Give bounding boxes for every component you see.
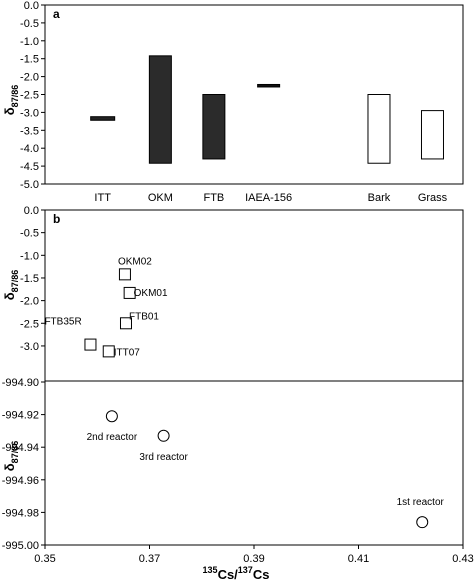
panel-a-category-label: Grass <box>418 192 448 204</box>
panel-b-upper-y-tick-label: -2.0 <box>20 296 39 308</box>
panel-b-point-label: FTB01 <box>129 311 159 322</box>
panel-a-range-bar <box>148 55 172 164</box>
panel-a-y-tick-label: -1.5 <box>20 54 39 66</box>
panel-b-square-marker <box>102 345 115 358</box>
panel-a-y-tick-label: -5.0 <box>20 179 39 191</box>
panel-a-range-bar <box>90 116 116 121</box>
panel-b-lower-y-tick-label: -995.00 <box>2 540 39 552</box>
panel-b-upper-y-axis-label: δ87/86 <box>2 270 20 300</box>
panel-b-upper-y-tick-label: -1.0 <box>20 250 39 262</box>
panel-b-square-marker <box>118 268 131 281</box>
panel-b-point-label: ITT07 <box>114 347 141 358</box>
panel-b-upper-points: OKM02 OKM01 FTB01 FTB35R ITT07 <box>44 256 168 358</box>
panel-b-lower-y-tick-label: -994.90 <box>2 377 39 389</box>
panel-b-lower-y-tick-label: -994.94 <box>2 442 39 454</box>
panel-a-category-label: Bark <box>368 192 391 204</box>
panel-a-category-label: ITT <box>94 192 111 204</box>
panel-a-letter: a <box>53 7 60 21</box>
panel-a-y-ticks: 0.0 -0.5 -1.0 -1.5 -2.0 -2.5 -3.0 -3.5 -4.0 -4.5 -… <box>20 0 45 191</box>
panel-a-y-axis-label: δ87/86 <box>2 85 20 115</box>
panel-b-x-tick-label: 0.43 <box>452 553 473 565</box>
panel-a-y-tick-label: -3.0 <box>20 107 39 119</box>
panel-b-lower-y-ticks: -994.90 -994.92 -994.94 -994.96 -994.98 -995.… <box>2 377 45 552</box>
panel-b-square-marker <box>84 338 97 351</box>
panel-a: a δ87/86 0.0 -0.5 -1.0 -1.5 -2.0 -2.5 -3.0 -3.5… <box>2 0 464 204</box>
panel-b-point-label: 3rd reactor <box>139 452 188 463</box>
panel-b-x-tick-label: 0.41 <box>348 553 369 565</box>
panel-b-letter: b <box>53 212 60 226</box>
panel-b-upper-y-tick-label: 0.0 <box>24 205 39 217</box>
panel-b-upper-y-tick-label: -3.0 <box>20 341 39 353</box>
panel-a-range-bar <box>420 110 444 160</box>
panel-a-range-bar <box>257 83 281 88</box>
panel-a-x-tick-labels: ITT OKM FTB IAEA-156 Bark Grass <box>94 192 447 204</box>
panel-b-x-axis-label: 135Cs/137Cs <box>203 565 270 582</box>
panel-b-x-ticks: 0.35 0.37 0.39 0.41 0.43 <box>34 545 474 565</box>
panel-b-point-label: FTB35R <box>44 317 81 328</box>
panel-a-y-tick-label: -2.5 <box>20 90 39 102</box>
panel-a-y-tick-label: -0.5 <box>20 18 39 30</box>
panel-b-square-marker <box>123 286 136 299</box>
panel-b-lower-y-axis-label: δ87/86 <box>2 441 20 471</box>
panel-a-category-label: OKM <box>148 192 173 204</box>
panel-b-x-tick-label: 0.37 <box>139 553 160 565</box>
panel-a-y-tick-label: -2.0 <box>20 72 39 84</box>
panel-b-point-label: 2nd reactor <box>87 432 138 443</box>
panel-b-lower-y-tick-label: -994.96 <box>2 475 39 487</box>
panel-a-range-bar <box>202 94 226 160</box>
panel-b-upper-y-ticks: 0.0 -0.5 -1.0 -1.5 -2.0 -2.5 -3.0 <box>20 205 45 353</box>
panel-a-y-tick-label: -4.5 <box>20 161 39 173</box>
panel-b-point-label: 1st reactor <box>397 497 445 508</box>
panel-b-circle-marker <box>416 516 429 529</box>
panel-b-circle-marker <box>157 429 170 442</box>
panel-b-point-label: OKM02 <box>118 256 152 267</box>
panel-a-y-tick-label: -1.0 <box>20 36 39 48</box>
panel-a-bars <box>90 55 444 164</box>
panel-a-y-tick-label: -3.5 <box>20 125 39 137</box>
panel-a-category-label: FTB <box>203 192 224 204</box>
panel-a-category-label: IAEA-156 <box>245 192 292 204</box>
panel-b: b δ87/86 δ87/86 0.0 -0.5 -1.0 -1.5 -2.0 -2.5 -… <box>2 205 474 582</box>
panel-b-x-tick-label: 0.39 <box>243 553 264 565</box>
panel-a-y-tick-label: -4.0 <box>20 143 39 155</box>
panel-b-x-tick-label: 0.35 <box>34 553 55 565</box>
panel-b-circle-marker <box>105 410 118 423</box>
panel-b-square-marker <box>119 317 132 330</box>
panel-b-upper-y-tick-label: -0.5 <box>20 228 39 240</box>
panel-a-range-bar <box>367 94 391 164</box>
panel-b-lower-y-tick-label: -994.98 <box>2 507 39 519</box>
panel-b-point-label: OKM01 <box>134 288 168 299</box>
panel-b-upper-y-tick-label: -1.5 <box>20 273 39 285</box>
panel-a-y-tick-label: 0.0 <box>24 0 39 12</box>
panel-b-lower-y-tick-label: -994.92 <box>2 410 39 422</box>
panel-b-upper-y-tick-label: -2.5 <box>20 318 39 330</box>
